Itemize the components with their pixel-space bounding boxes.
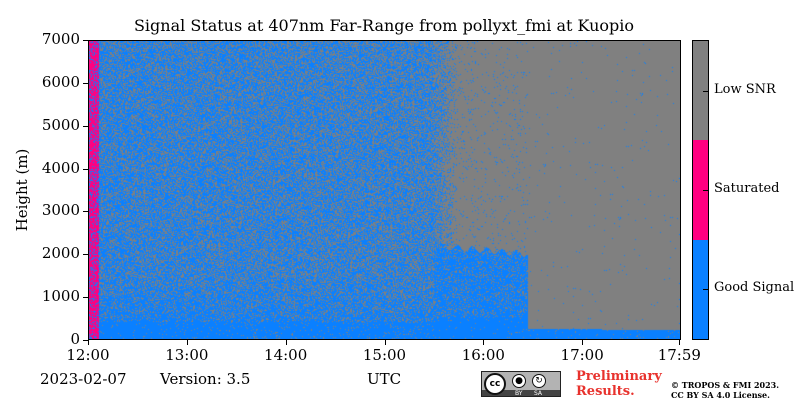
- creative-commons-icon: cc ● ↻ BY SA: [481, 371, 561, 397]
- y-tick-label: 7000: [41, 30, 80, 48]
- preliminary-notice: Preliminary Results.: [576, 369, 662, 399]
- license-line-1: © TROPOS & FMI 2023.: [671, 380, 780, 390]
- license-line-2: CC BY SA 4.0 License.: [671, 390, 770, 400]
- x-tick-mark: [286, 340, 287, 345]
- colorbar-tick: [703, 91, 708, 92]
- x-tick-mark: [187, 340, 188, 345]
- by-label: BY: [515, 390, 523, 397]
- colorbar-label: Low SNR: [714, 81, 776, 97]
- colorbar-segment: [693, 140, 708, 240]
- colorbar-segment: [693, 239, 708, 339]
- y-tick-label: 4000: [41, 158, 80, 177]
- colorbar-tick: [703, 289, 708, 290]
- colorbar-tick: [703, 190, 708, 191]
- colorbar: [692, 40, 709, 340]
- x-tick-mark: [582, 340, 583, 345]
- y-tick-label: 6000: [41, 72, 80, 91]
- by-person-icon: ●: [512, 374, 526, 388]
- x-tick-label: 16:00: [461, 346, 505, 364]
- colorbar-label: Good Signal: [714, 280, 795, 296]
- y-tick-mark: [83, 254, 88, 255]
- date-label: 2023-02-07: [40, 370, 127, 388]
- x-tick-mark: [385, 340, 386, 345]
- plot-area: [88, 40, 681, 340]
- x-tick-mark: [88, 340, 89, 345]
- chart-title: Signal Status at 407nm Far-Range from po…: [133, 16, 635, 35]
- license-text: © TROPOS & FMI 2023. CC BY SA 4.0 Licens…: [671, 380, 779, 400]
- sa-share-icon: ↻: [532, 374, 546, 388]
- preliminary-line-2: Results.: [576, 384, 635, 399]
- y-tick-mark: [83, 83, 88, 84]
- x-tick-label: 17:00: [560, 346, 604, 364]
- y-tick-label: 1000: [41, 287, 80, 306]
- y-tick-mark: [83, 169, 88, 170]
- colorbar-segment: [693, 41, 708, 141]
- y-tick-mark: [83, 297, 88, 298]
- x-tick-label: 15:00: [362, 346, 407, 364]
- x-axis-label: UTC: [366, 370, 402, 388]
- y-tick-mark: [83, 126, 88, 127]
- x-tick-mark: [679, 340, 680, 345]
- y-tick-mark: [83, 211, 88, 212]
- x-tick-label: 17:59: [657, 346, 701, 364]
- x-tick-label: 13:00: [165, 346, 209, 364]
- preliminary-line-1: Preliminary: [576, 369, 662, 384]
- x-tick-label: 14:00: [264, 346, 308, 364]
- x-tick-mark: [483, 340, 484, 345]
- y-tick-label: 0: [70, 330, 80, 348]
- y-tick-label: 2000: [41, 244, 80, 263]
- y-tick-mark: [83, 340, 88, 341]
- signal-status-heatmap: [89, 41, 680, 339]
- cc-logo-icon: cc: [484, 373, 506, 395]
- x-tick-label: 12:00: [66, 346, 110, 364]
- y-tick-label: 3000: [41, 201, 80, 220]
- sa-label: SA: [534, 390, 543, 397]
- y-tick-label: 5000: [41, 115, 80, 134]
- version-label: Version: 3.5: [160, 370, 251, 388]
- y-tick-mark: [83, 40, 88, 41]
- colorbar-label: Saturated: [714, 181, 780, 196]
